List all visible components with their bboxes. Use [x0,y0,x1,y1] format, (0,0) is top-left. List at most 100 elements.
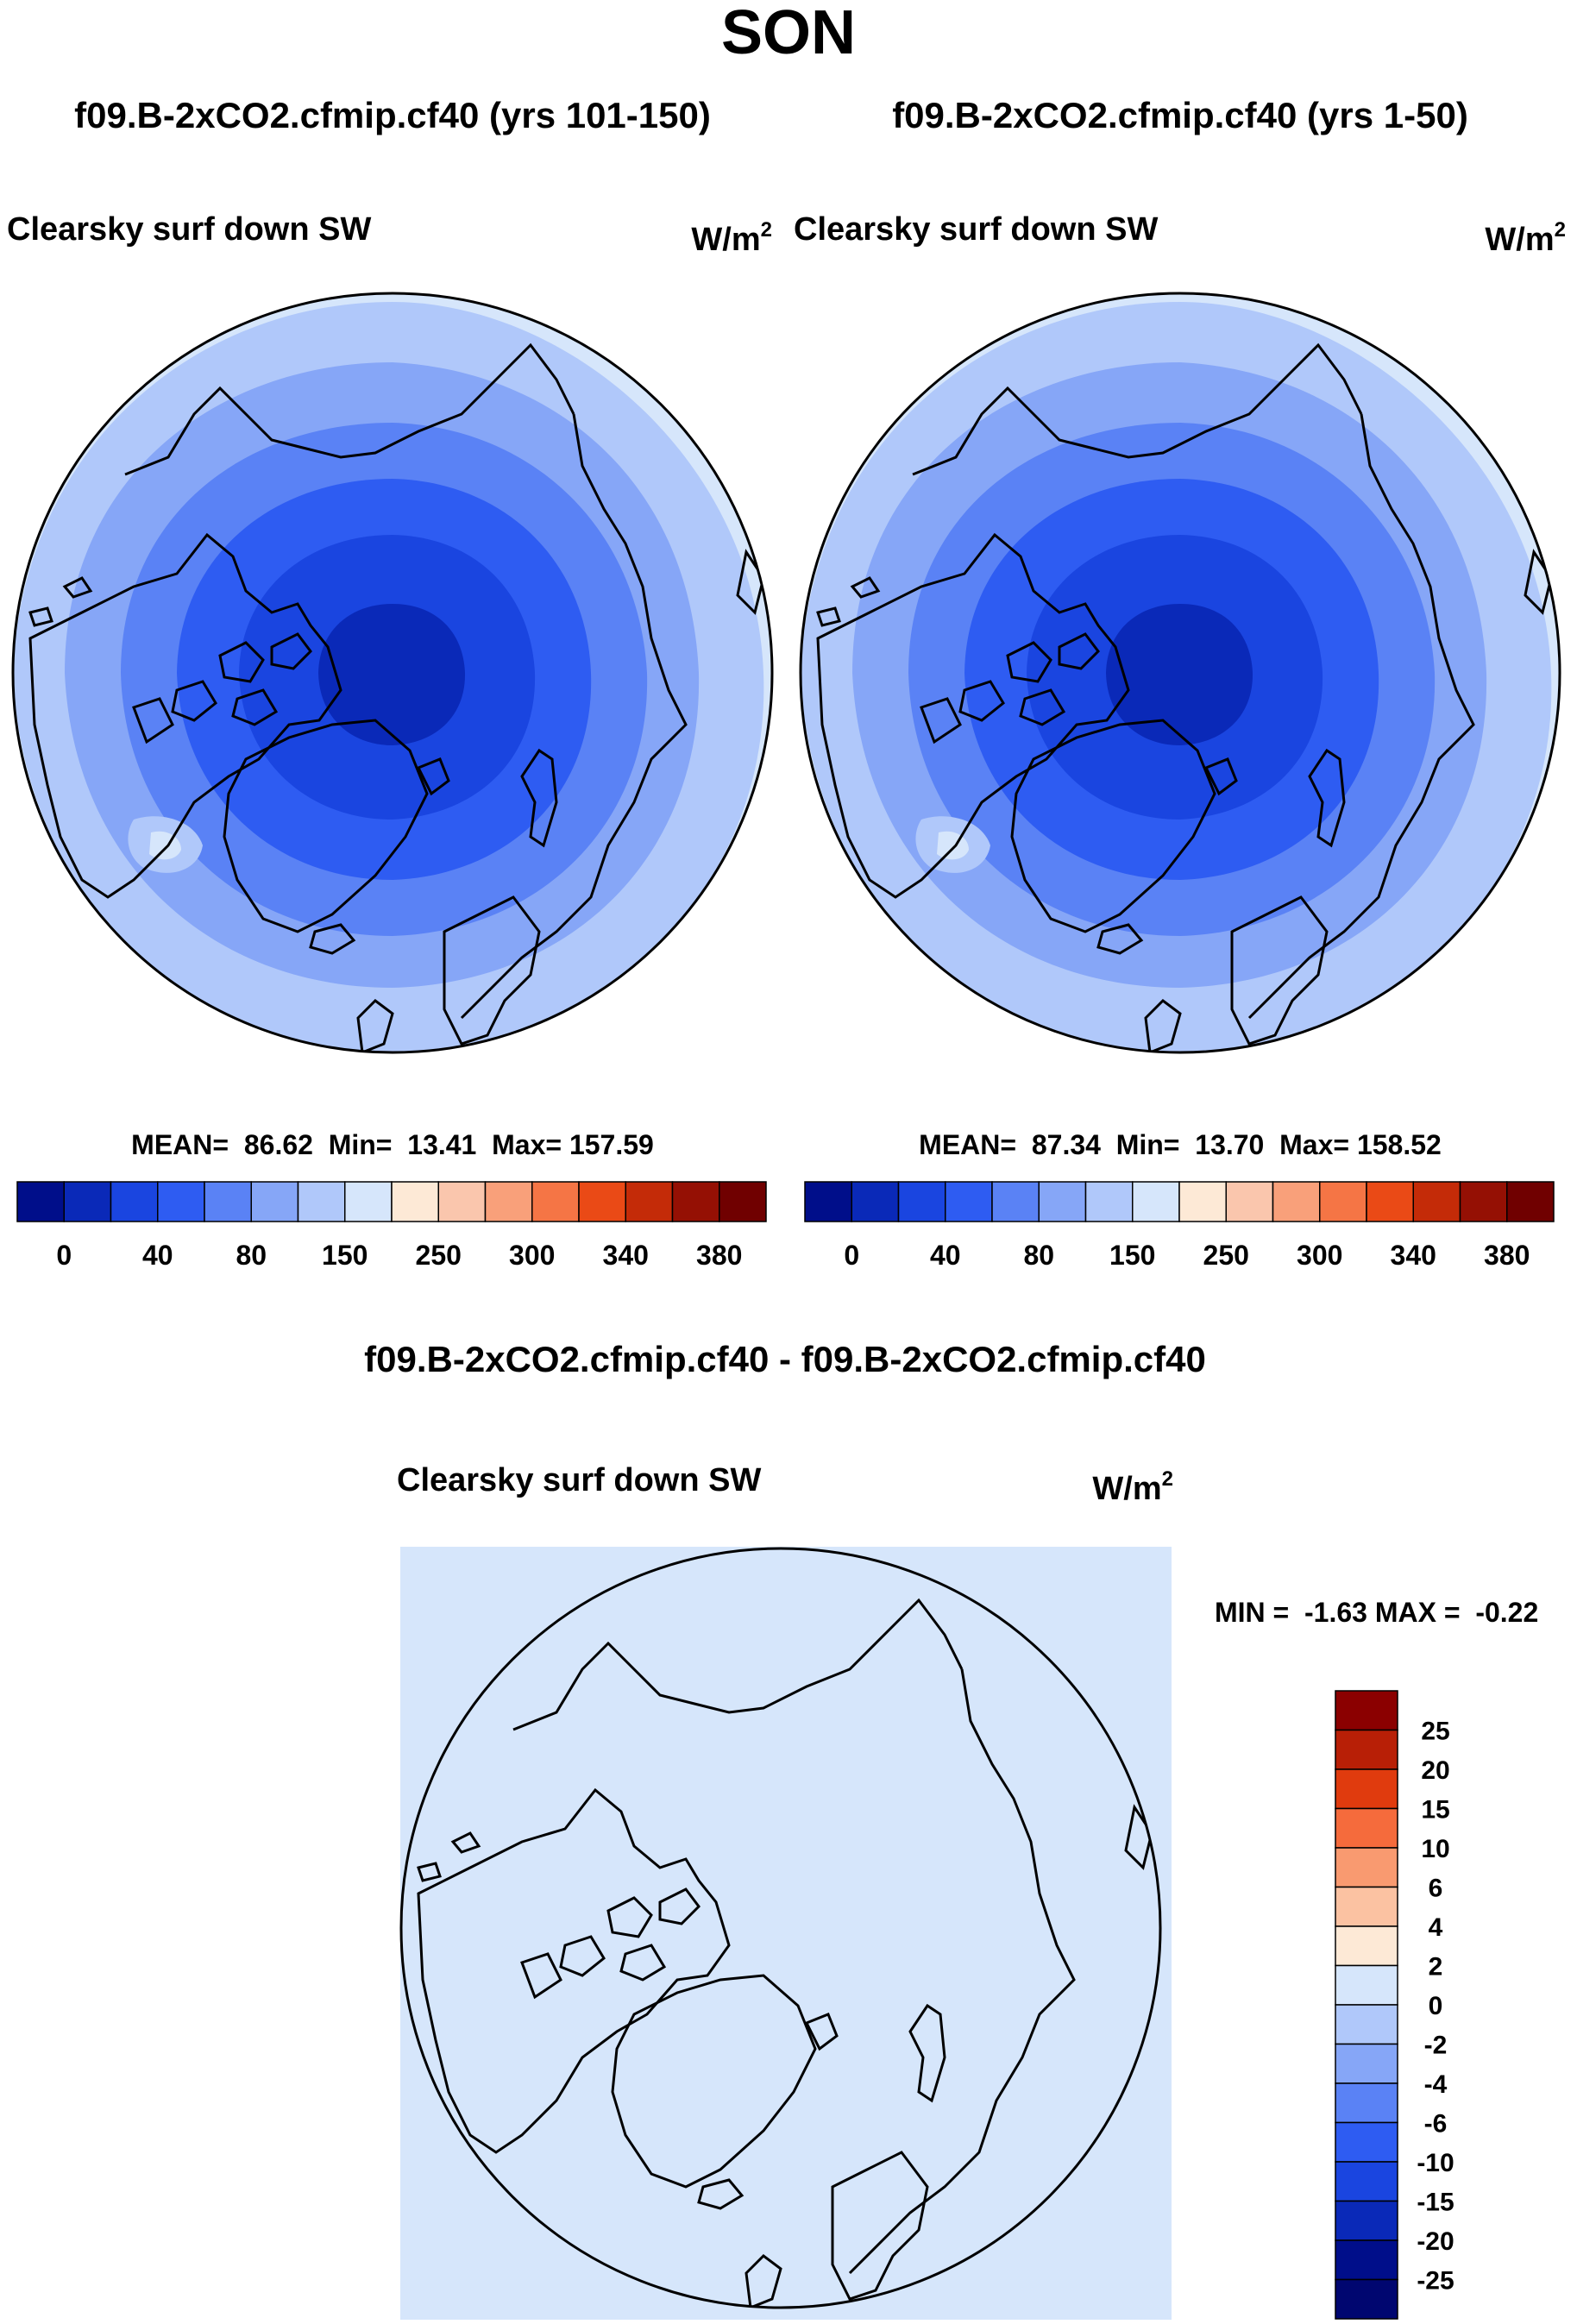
panel-a: f09.B-2xCO2.cfmip.cf40 (yrs 101-150) Cle… [7,95,774,1271]
panel-b-colorbar-tick-label: 300 [1297,1240,1342,1271]
panel-b-colorbar-swatch [1319,1181,1367,1222]
panel-a-case-title: f09.B-2xCO2.cfmip.cf40 (yrs 101-150) [74,95,711,135]
panel-a-units: W/m2 [691,218,772,258]
panel-a-max-label: Max= [492,1129,562,1160]
diff-colorbar-tick-label: 25 [1421,1718,1449,1746]
panel-b-colorbar-swatch [1272,1181,1321,1222]
panel-b-colorbar-swatch [1412,1181,1461,1222]
figure-title: SON [721,0,856,67]
panel-b-units: W/m2 [1485,218,1566,258]
diff-colorbar-swatch [1335,2121,1398,2163]
panel-a-stats: MEAN= 86.62 Min= 13.41 Max= 157.59 [131,1129,654,1160]
diff-colorbar-tick-label: 0 [1429,1992,1443,2020]
panel-a-units-base: W/m [691,222,760,258]
diff-units-exp: 2 [1162,1467,1173,1491]
panel-a-mean: 86.62 [244,1129,313,1160]
panel-a-colorbar-swatch [16,1181,65,1222]
panel-b-colorbar-tick-label: 340 [1391,1240,1436,1271]
diff-colorbar-swatch [1335,1807,1398,1849]
panel-a-colorbar-swatch [671,1181,720,1222]
panel-b-colorbar-tick-label: 380 [1484,1240,1530,1271]
panel-a-colorbar-tick-label: 0 [56,1240,72,1271]
panel-a-max: 157.59 [569,1129,654,1160]
panel-b-colorbar-tick-label: 80 [1023,1240,1054,1271]
diff-colorbar-swatch [1335,1847,1398,1888]
panel-b-colorbar-swatch [945,1181,993,1222]
diff-case-title: f09.B-2xCO2.cfmip.cf40 - f09.B-2xCO2.cfm… [364,1339,1206,1379]
panel-b-colorbar: 0 40 80 150 250 300 340 380 [804,1181,1555,1271]
panel-a-colorbar-swatch [250,1181,299,1222]
diff-colorbar-tick-label: 6 [1429,1875,1443,1903]
diff-units: W/m2 [1092,1467,1173,1507]
panel-b-colorbar-swatch [1506,1181,1555,1222]
panel-b-colorbar-swatch [1366,1181,1414,1222]
panel-a-colorbar-swatch [391,1181,439,1222]
diff-colorbar-swatch [1335,1925,1398,1967]
panel-b-max-label: Max= [1279,1129,1349,1160]
panel-b-colorbar-tick-label: 40 [930,1240,961,1271]
panel-a-colorbar-swatch [625,1181,674,1222]
panel-b-variable: Clearsky surf down SW [794,211,1158,248]
diff-colorbar-swatch [1335,2161,1398,2202]
panel-b-colorbar-swatch [1459,1181,1508,1222]
panel-b-units-exp: 2 [1555,218,1566,242]
panel-b-colorbar-swatch [991,1181,1040,1222]
diff-colorbar-swatch [1335,1729,1398,1770]
panel-b: f09.B-2xCO2.cfmip.cf40 (yrs 1-50) Clears… [794,95,1566,1271]
diff-colorbar-swatch [1335,1964,1398,2006]
panel-b-mean: 87.34 [1032,1129,1101,1160]
panel-a-map [11,292,774,1054]
panel-b-colorbar-swatch [851,1181,900,1222]
panel-a-colorbar-tick-label: 80 [236,1240,267,1271]
panel-a-colorbar-swatch [157,1181,205,1222]
panel-b-colorbar-swatch [1178,1181,1227,1222]
panel-b-units-base: W/m [1485,222,1554,258]
panel-a-colorbar-swatch [344,1181,393,1222]
panel-a-colorbar-tick-label: 300 [509,1240,555,1271]
panel-b-stats: MEAN= 87.34 Min= 13.70 Max= 158.52 [919,1129,1442,1160]
diff-colorbar-swatch [1335,2082,1398,2124]
panel-a-colorbar-swatch [110,1181,159,1222]
diff-colorbar-swatch [1335,2200,1398,2241]
diff-colorbar-tick-label: -15 [1417,2189,1454,2217]
diff-colorbar-tick-label: -10 [1417,2149,1454,2177]
diff-colorbar-tick-label: 20 [1421,1756,1449,1785]
panel-b-colorbar-tick-label: 150 [1109,1240,1155,1271]
panel-diff: f09.B-2xCO2.cfmip.cf40 - f09.B-2xCO2.cfm… [364,1339,1538,2320]
panel-a-min: 13.41 [407,1129,476,1160]
diff-colorbar-swatch [1335,1886,1398,1927]
diff-colorbar-tick-label: -2 [1424,2032,1448,2060]
panel-a-colorbar-swatch [484,1181,533,1222]
diff-colorbar-swatch [1335,2004,1398,2045]
panel-b-colorbar-swatch [1132,1181,1180,1222]
panel-b-map [799,292,1561,1054]
panel-a-colorbar-tick-label: 250 [416,1240,462,1271]
panel-b-colorbar-swatch [1038,1181,1087,1222]
panel-a-colorbar-swatch [297,1181,346,1222]
panel-b-mean-label: MEAN= [919,1129,1016,1160]
panel-a-colorbar: 0 40 80 150 250 300 340 380 [16,1181,767,1271]
diff-colorbar-tick-label: -4 [1424,2070,1448,2099]
diff-variable: Clearsky surf down SW [397,1462,761,1498]
panel-a-colorbar-swatch [204,1181,252,1222]
panel-a-colorbar-tick-label: 150 [322,1240,368,1271]
panel-b-case-title: f09.B-2xCO2.cfmip.cf40 (yrs 1-50) [892,95,1468,135]
diff-colorbar-tick-label: 10 [1421,1835,1449,1863]
panel-b-min-label: Min= [1116,1129,1180,1160]
diff-map [399,1547,1172,2320]
diff-colorbar-tick-label: -6 [1424,2110,1448,2139]
diff-colorbar-swatch [1335,1768,1398,1810]
panel-a-min-label: Min= [329,1129,393,1160]
diff-units-base: W/m [1092,1471,1161,1507]
panel-a-variable: Clearsky surf down SW [7,211,371,248]
panel-a-colorbar-swatch [437,1181,487,1222]
panel-b-min: 13.70 [1195,1129,1264,1160]
panel-a-colorbar-tick-label: 340 [603,1240,649,1271]
diff-minmax: MIN = -1.63 MAX = -0.22 [1215,1597,1538,1628]
diff-colorbar-tick-label: 4 [1429,1913,1443,1942]
diff-colorbar-swatch [1335,1690,1398,1731]
diff-colorbar-swatch [1335,2239,1398,2281]
panel-a-colorbar-swatch [578,1181,626,1222]
